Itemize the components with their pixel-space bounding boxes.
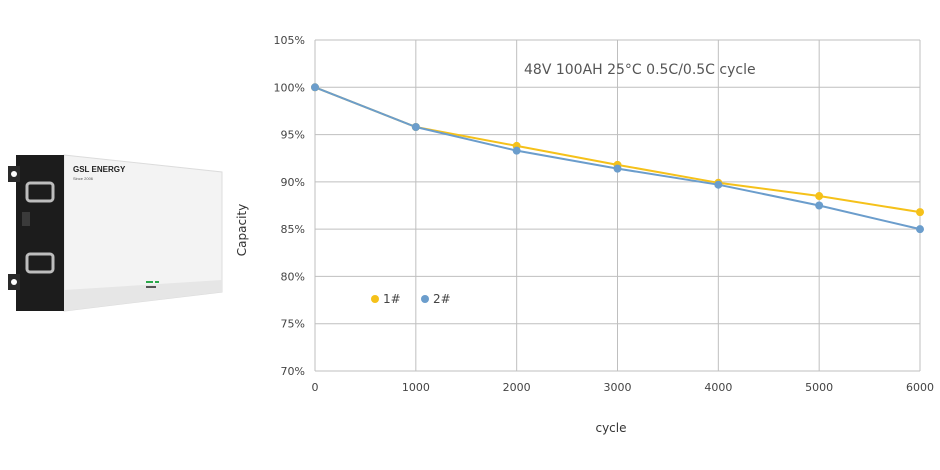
legend-marker-series-1 bbox=[371, 295, 379, 303]
y-axis-title: Capacity bbox=[235, 204, 249, 256]
y-tick-label: 90% bbox=[281, 176, 305, 189]
connector-port bbox=[22, 212, 30, 226]
series-2-point bbox=[714, 180, 723, 189]
series-2-point bbox=[512, 146, 521, 155]
legend-label-series-2: 2# bbox=[433, 292, 451, 306]
x-tick-layer: 0 1000 2000 3000 4000 5000 6000 bbox=[312, 381, 935, 394]
indicator-dark bbox=[146, 286, 156, 288]
legend: 1# 2# bbox=[371, 292, 451, 306]
y-tick-layer: 70% 75% 80% 85% 90% 95% 100% 105% bbox=[274, 34, 305, 378]
series-2-point bbox=[613, 164, 622, 173]
x-tick-label: 1000 bbox=[402, 381, 430, 394]
series-2-point bbox=[311, 83, 319, 92]
series-2-point bbox=[916, 225, 924, 234]
indicator-green bbox=[146, 281, 153, 283]
y-tick-label: 105% bbox=[274, 34, 305, 47]
battery-tagline-label: Since 2006 bbox=[73, 176, 94, 181]
series-2-point bbox=[815, 201, 824, 210]
x-axis-title: cycle bbox=[595, 421, 626, 435]
grid-layer bbox=[314, 39, 921, 372]
x-tick-label: 6000 bbox=[906, 381, 934, 394]
battery-product-image: GSL ENERGY Since 2006 bbox=[8, 154, 223, 312]
x-tick-label: 4000 bbox=[704, 381, 732, 394]
x-tick-label: 2000 bbox=[503, 381, 531, 394]
y-tick-label: 95% bbox=[281, 129, 305, 142]
battery-brand-label: GSL ENERGY bbox=[73, 165, 126, 174]
series-2-point bbox=[411, 123, 420, 132]
y-tick-label: 75% bbox=[281, 318, 305, 331]
battery-body-shade bbox=[64, 280, 222, 311]
series-layer bbox=[311, 83, 924, 234]
y-tick-label: 100% bbox=[274, 81, 305, 94]
x-tick-label: 0 bbox=[312, 381, 319, 394]
x-tick-label: 5000 bbox=[805, 381, 833, 394]
chart-title: 48V 100AH 25°C 0.5C/0.5C cycle bbox=[524, 62, 756, 78]
series-1-point bbox=[815, 192, 824, 201]
mounting-hole-bottom bbox=[11, 279, 17, 285]
mounting-hole-top bbox=[11, 171, 17, 177]
y-tick-label: 85% bbox=[281, 223, 305, 236]
legend-marker-series-2 bbox=[421, 295, 429, 303]
handle-top-icon bbox=[25, 181, 55, 203]
legend-label-series-1: 1# bbox=[383, 292, 401, 306]
y-tick-label: 70% bbox=[281, 365, 305, 378]
indicator-green-2 bbox=[155, 281, 159, 283]
handle-bottom-icon bbox=[25, 252, 55, 274]
series-1-point bbox=[916, 208, 924, 217]
y-tick-label: 80% bbox=[281, 270, 305, 283]
x-tick-label: 3000 bbox=[604, 381, 632, 394]
